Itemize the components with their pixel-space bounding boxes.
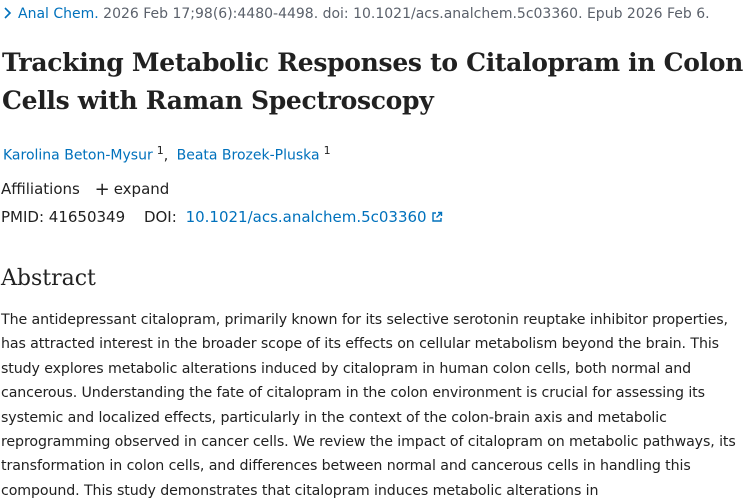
citation-line: Anal Chem. 2026 Feb 17;98(6):4480-4498. … bbox=[3, 4, 710, 24]
citation-details: 2026 Feb 17;98(6):4480-4498. doi: 10.102… bbox=[103, 6, 710, 22]
doi-value: 10.1021/acs.analchem.5c03360 bbox=[185, 208, 427, 226]
pmid-label: PMID: bbox=[1, 208, 45, 226]
expand-affiliations-button[interactable]: + expand bbox=[94, 179, 170, 200]
author-link[interactable]: Beata Brozek-Pluska bbox=[176, 147, 320, 164]
journal-link[interactable]: Anal Chem. bbox=[18, 6, 99, 22]
abstract-heading: Abstract bbox=[1, 266, 96, 291]
plus-icon: + bbox=[94, 179, 110, 200]
external-link-icon bbox=[431, 211, 442, 222]
author-list: Karolina Beton-Mysur 1, Beata Brozek-Plus… bbox=[3, 140, 331, 167]
doi-label: DOI: bbox=[143, 208, 177, 226]
pmid-value: 41650349 bbox=[48, 208, 126, 226]
expand-label: expand bbox=[113, 180, 170, 198]
affiliation-ref[interactable]: 1 bbox=[323, 144, 331, 157]
affiliations-label: Affiliations bbox=[1, 180, 80, 198]
chevron-right-icon[interactable] bbox=[3, 7, 12, 19]
affiliation-ref[interactable]: 1 bbox=[156, 144, 164, 157]
abstract-text: The antidepressant citalopram, primarily… bbox=[1, 312, 736, 499]
identifiers-row: PMID: 41650349 DOI: 10.1021/acs.analchem… bbox=[1, 206, 443, 228]
author-link[interactable]: Karolina Beton-Mysur bbox=[3, 147, 153, 164]
article-title: Tracking Metabolic Responses to Citalopr… bbox=[2, 48, 744, 115]
doi-link[interactable]: 10.1021/acs.analchem.5c03360 bbox=[186, 208, 443, 226]
author-separator: , bbox=[163, 147, 169, 164]
affiliations-row: Affiliations + expand bbox=[1, 178, 169, 201]
